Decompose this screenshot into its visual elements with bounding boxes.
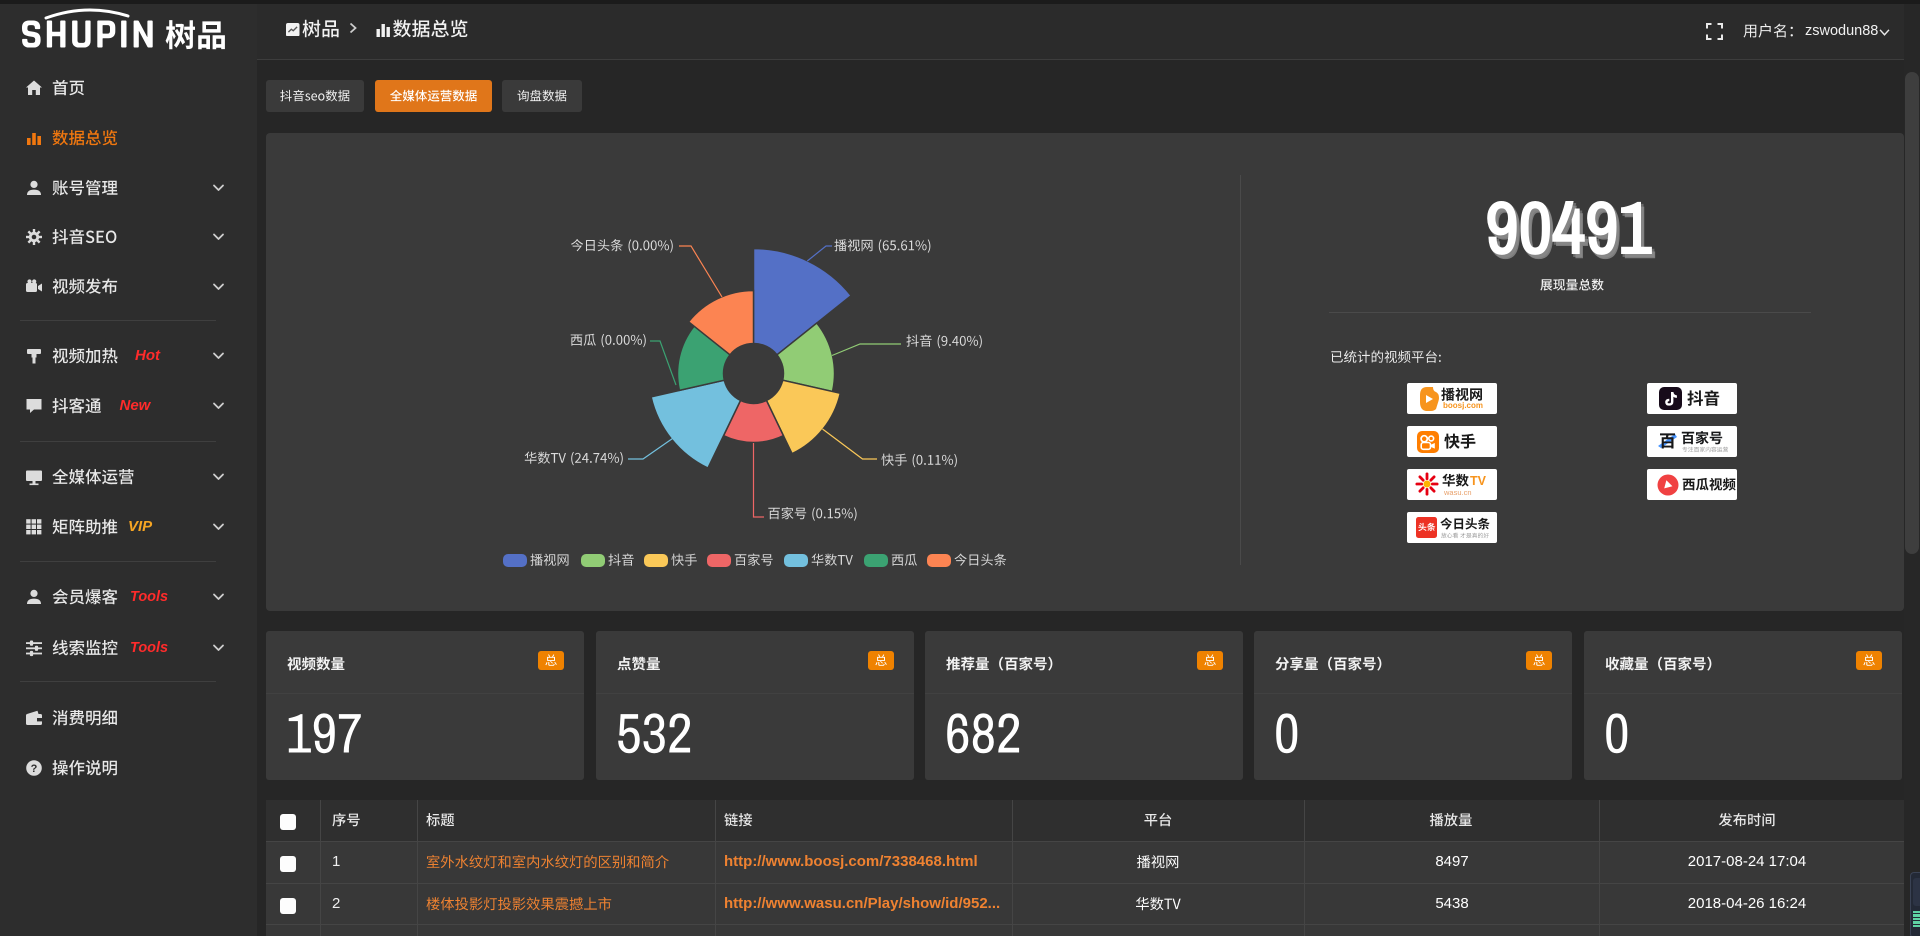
- svg-text:?: ?: [31, 763, 38, 775]
